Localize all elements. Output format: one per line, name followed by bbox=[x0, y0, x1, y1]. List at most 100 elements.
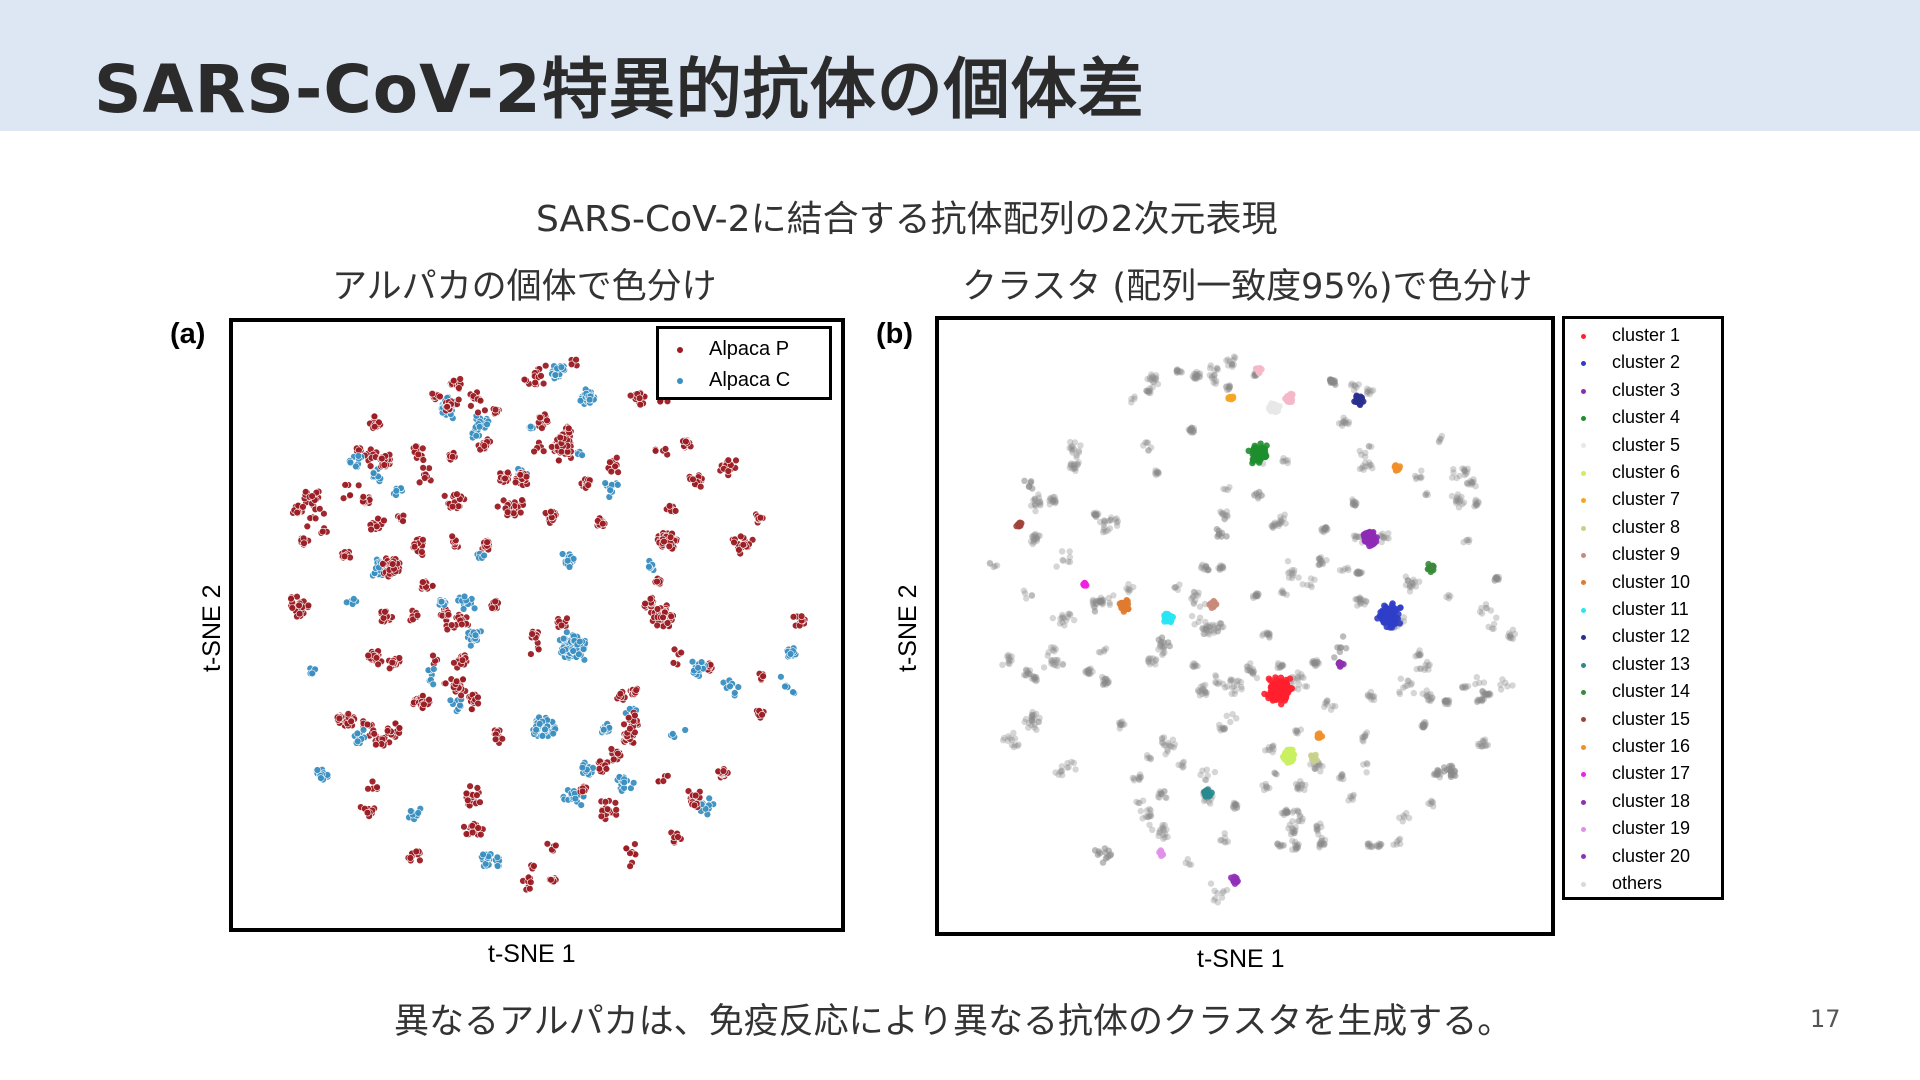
data-point bbox=[1060, 615, 1068, 622]
data-point bbox=[293, 508, 301, 517]
data-point bbox=[565, 563, 574, 571]
data-point bbox=[1288, 570, 1296, 577]
data-point bbox=[1136, 776, 1143, 783]
data-point bbox=[474, 693, 482, 701]
data-point bbox=[1427, 800, 1434, 807]
data-point bbox=[1160, 788, 1168, 795]
data-point bbox=[1420, 722, 1427, 729]
data-point bbox=[1233, 804, 1241, 812]
data-point bbox=[576, 396, 585, 405]
data-point bbox=[1098, 598, 1105, 605]
data-point bbox=[1337, 644, 1345, 651]
data-point bbox=[1207, 362, 1214, 369]
data-point bbox=[682, 437, 690, 446]
data-point bbox=[1274, 841, 1281, 848]
data-point bbox=[1422, 661, 1429, 669]
data-point bbox=[1364, 385, 1371, 392]
data-point bbox=[346, 491, 354, 499]
data-point bbox=[1288, 567, 1296, 574]
data-point bbox=[1400, 812, 1407, 819]
data-point bbox=[1292, 843, 1299, 850]
data-point bbox=[1359, 462, 1367, 470]
data-point bbox=[1447, 773, 1455, 781]
data-point bbox=[1006, 735, 1014, 742]
data-point bbox=[1408, 579, 1416, 586]
data-point bbox=[1508, 634, 1515, 641]
data-point bbox=[1102, 681, 1110, 688]
data-point bbox=[1442, 697, 1449, 704]
data-point bbox=[789, 613, 798, 621]
data-point bbox=[1505, 630, 1513, 637]
data-point bbox=[1040, 664, 1048, 671]
data-point bbox=[1473, 502, 1480, 509]
x-axis-label-a: t-SNE 1 bbox=[488, 940, 576, 968]
data-point bbox=[1292, 824, 1299, 831]
data-point bbox=[1269, 749, 1276, 756]
data-point bbox=[1180, 763, 1187, 770]
data-point bbox=[1331, 379, 1338, 387]
data-point bbox=[1509, 626, 1517, 633]
data-point bbox=[1433, 771, 1441, 778]
data-point bbox=[1297, 812, 1304, 820]
data-point bbox=[1369, 465, 1376, 472]
data-point bbox=[1022, 667, 1030, 674]
data-point bbox=[1102, 855, 1110, 862]
data-point bbox=[1277, 520, 1284, 527]
data-point bbox=[1284, 808, 1292, 816]
slide-header: SARS-CoV-2特異的抗体の個体差 bbox=[0, 0, 1920, 131]
data-point bbox=[1146, 754, 1153, 761]
data-point bbox=[1001, 734, 1008, 742]
data-point bbox=[1230, 356, 1237, 363]
data-point bbox=[1434, 771, 1441, 779]
data-point bbox=[1178, 762, 1185, 769]
data-point bbox=[1050, 661, 1058, 668]
data-point bbox=[1256, 489, 1263, 496]
data-point bbox=[1174, 367, 1181, 374]
data-point bbox=[1294, 807, 1301, 814]
data-point bbox=[1365, 841, 1372, 848]
data-point bbox=[1405, 577, 1412, 584]
data-point bbox=[1265, 744, 1273, 751]
data-point bbox=[1145, 655, 1152, 662]
data-point bbox=[1356, 597, 1364, 604]
data-point bbox=[1253, 590, 1260, 597]
data-point bbox=[1428, 798, 1436, 805]
data-point bbox=[1218, 894, 1226, 901]
data-point bbox=[425, 696, 433, 704]
data-point bbox=[1217, 508, 1224, 515]
data-point bbox=[1222, 512, 1229, 519]
data-point bbox=[1461, 468, 1468, 475]
data-point bbox=[1201, 630, 1208, 638]
data-point bbox=[448, 532, 456, 541]
data-point bbox=[1274, 664, 1281, 671]
data-point bbox=[1283, 809, 1290, 816]
data-point bbox=[1287, 831, 1295, 838]
data-point bbox=[1064, 759, 1071, 767]
data-point bbox=[1190, 663, 1197, 670]
data-point bbox=[1189, 594, 1196, 601]
data-point bbox=[1113, 515, 1120, 522]
data-point bbox=[1356, 465, 1364, 473]
data-point bbox=[1479, 688, 1486, 696]
data-point bbox=[1448, 771, 1455, 778]
data-point bbox=[1155, 790, 1162, 798]
data-point bbox=[1147, 810, 1154, 818]
data-point bbox=[1279, 588, 1286, 596]
data-point bbox=[1474, 696, 1481, 703]
data-point bbox=[1314, 827, 1321, 834]
data-point bbox=[1029, 533, 1036, 541]
data-point bbox=[1190, 588, 1198, 596]
data-point bbox=[1075, 447, 1083, 454]
data-point bbox=[1025, 482, 1033, 490]
data-point bbox=[1091, 847, 1099, 854]
data-point bbox=[1255, 590, 1262, 598]
data-point bbox=[1231, 354, 1239, 361]
data-point bbox=[1187, 426, 1194, 433]
data-point bbox=[1348, 380, 1356, 387]
data-point bbox=[1212, 622, 1219, 629]
data-point bbox=[1033, 537, 1041, 544]
data-point bbox=[1321, 836, 1329, 844]
data-point bbox=[1203, 563, 1210, 570]
data-point bbox=[1393, 838, 1401, 845]
data-point bbox=[1397, 675, 1404, 682]
